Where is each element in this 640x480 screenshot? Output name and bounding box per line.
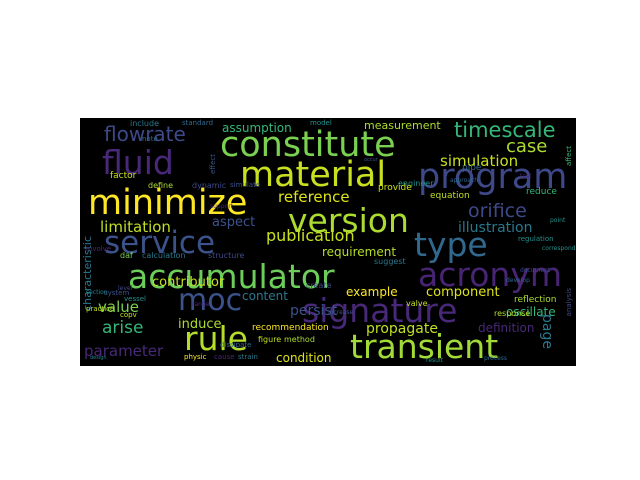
- word-arise: arise: [102, 318, 144, 338]
- word-dissipate: dissipate: [220, 341, 252, 349]
- word-involve: involve: [86, 245, 112, 253]
- word-test: level: [118, 285, 133, 292]
- word-level: affect: [565, 146, 573, 167]
- word-calculation: calculation: [142, 251, 186, 260]
- word-simulate: simulate: [230, 181, 261, 189]
- word-valve: valve: [406, 299, 428, 308]
- word-occur: correspond: [542, 245, 576, 252]
- word-section: section: [86, 289, 108, 296]
- word-version: version: [288, 201, 409, 240]
- word-copv: copv: [120, 311, 137, 319]
- word-publication: publication: [266, 226, 355, 245]
- word-orifice: orifice: [468, 200, 527, 222]
- word-requirement: requirement: [322, 245, 397, 259]
- word-case: case: [506, 136, 548, 157]
- word-factor: factor: [110, 171, 137, 181]
- word-model: model: [310, 119, 332, 127]
- word-recommendation: recommendation: [252, 323, 329, 333]
- word-effect: analysis: [565, 288, 573, 317]
- word-standard: standard: [182, 119, 214, 127]
- word-point: range: [192, 301, 210, 308]
- word-minimize: minimize: [88, 183, 248, 223]
- word-cloud: constitute material fluid program minimi…: [80, 118, 576, 366]
- word-content: content: [242, 289, 288, 303]
- word-approach: document: [520, 267, 551, 274]
- word-pipe: pipe: [462, 163, 482, 173]
- word-system: system: [104, 289, 130, 297]
- word-support: increase: [328, 309, 354, 316]
- word-include: include: [130, 119, 159, 128]
- word-analysis: process: [484, 355, 508, 362]
- word-strain: strain: [238, 353, 258, 361]
- word-provide: provide: [378, 183, 412, 193]
- word-flowrate: flowrate: [104, 122, 186, 146]
- word-limitation: limitation: [100, 218, 171, 236]
- word-timescale: timescale: [454, 118, 556, 142]
- word-dynamic: dynamic: [192, 181, 227, 190]
- word-daf: daf: [120, 251, 133, 260]
- word-reference: reference: [278, 188, 350, 206]
- word-acronym: acronym: [418, 255, 562, 294]
- word-value: value: [98, 298, 139, 316]
- word-fluid: fluid: [102, 143, 174, 182]
- word-parameter: parameter: [84, 342, 164, 360]
- word-equation: equation: [430, 191, 470, 201]
- word-definition: definition: [478, 321, 535, 335]
- word-aspect: aspect: [212, 215, 256, 230]
- word-rate: point: [550, 217, 566, 224]
- word-note: note: [142, 135, 158, 143]
- word-develop: develop: [506, 277, 530, 284]
- word-service: service: [104, 225, 216, 261]
- word-practice: practice: [86, 305, 115, 313]
- word-program: program: [418, 157, 568, 197]
- word-result: support: [210, 203, 234, 210]
- word-physic: physic: [184, 353, 207, 361]
- word-constitute: constitute: [220, 125, 396, 165]
- word-propagate: propagate: [366, 321, 438, 337]
- word-method: method: [284, 335, 315, 344]
- word-figure: figure: [258, 335, 282, 344]
- word-induce: induce: [178, 317, 222, 332]
- word-simulation: simulation: [440, 152, 519, 170]
- word-persist: persist: [290, 303, 338, 319]
- word-page: page: [539, 314, 555, 349]
- word-component: component: [426, 285, 500, 300]
- word-vessel: vessel: [124, 295, 146, 303]
- word-oscillate: oscillate: [506, 305, 556, 319]
- word-illustration: illustration: [458, 220, 533, 236]
- word-engineer: engineer: [398, 179, 434, 188]
- word-structure: structure: [208, 251, 245, 260]
- word-design: approach: [450, 177, 479, 184]
- word-correspond: test: [520, 173, 532, 180]
- word-transient: transient: [350, 327, 499, 366]
- word-rule: rule: [184, 319, 248, 358]
- word-type: type: [414, 225, 488, 264]
- word-regulation: regulation: [518, 235, 554, 243]
- word-material: material: [240, 155, 387, 195]
- word-example: example: [346, 285, 398, 299]
- word-range: effect: [209, 154, 217, 175]
- word-document: occur: [364, 157, 378, 163]
- word-moc: moc: [178, 283, 243, 318]
- word-condition: condition: [276, 351, 332, 365]
- word-define: define: [148, 181, 174, 190]
- word-suggest: suggest: [374, 257, 406, 266]
- word-reduce: reduce: [526, 187, 557, 197]
- word-create: create: [306, 281, 332, 290]
- word-increase: design: [90, 355, 107, 361]
- word-cause: cause: [214, 353, 235, 361]
- word-contributor: contributor: [152, 275, 225, 290]
- word-response: response: [494, 309, 531, 318]
- word-accumulator: accumulator: [128, 257, 335, 296]
- word-signature: signature: [302, 291, 458, 330]
- word-process: result: [426, 357, 443, 364]
- word-reflection: reflection: [514, 295, 557, 305]
- word-assumption: assumption: [222, 121, 292, 135]
- word-measurement: measurement: [364, 119, 441, 132]
